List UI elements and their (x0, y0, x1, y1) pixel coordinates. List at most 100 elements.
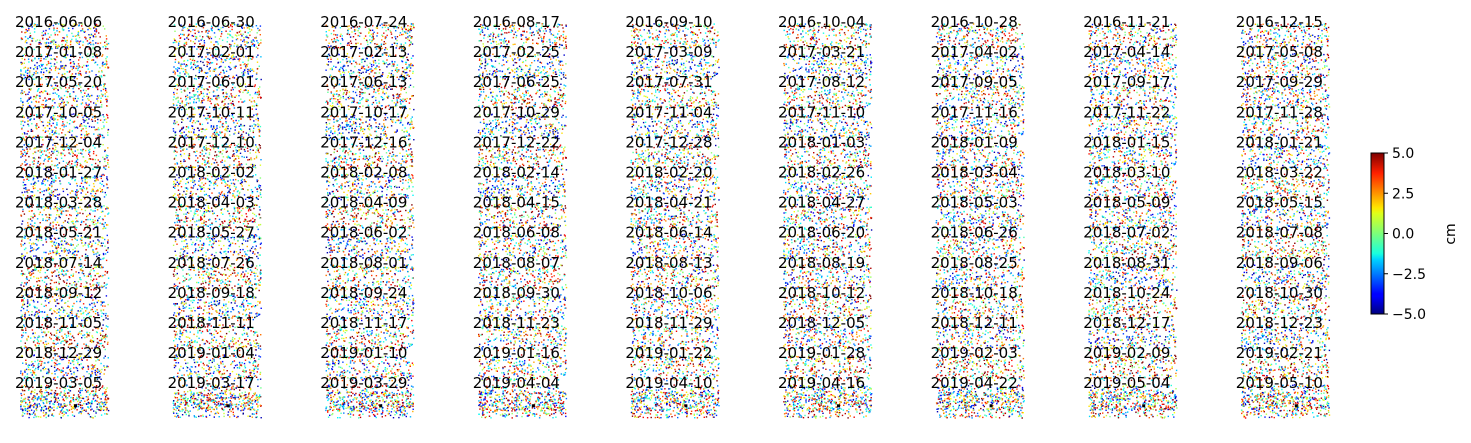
displacement-pixel (956, 31, 957, 32)
displacement-pixel (997, 37, 998, 38)
displacement-pixel (1117, 32, 1118, 33)
displacement-pixel (43, 35, 44, 36)
displacement-pixel (1103, 38, 1104, 39)
displacement-pixel (1324, 23, 1325, 24)
displacement-pixel (863, 40, 864, 41)
displacement-pixel (940, 41, 941, 42)
displacement-pixel (1270, 33, 1271, 34)
displacement-pixel (672, 34, 673, 35)
displacement-pixel (1158, 38, 1159, 39)
displacement-pixel (1171, 31, 1172, 32)
displacement-pixel (180, 34, 181, 35)
displacement-pixel (93, 35, 94, 36)
displacement-pixel (715, 46, 716, 47)
displacement-pixel (103, 46, 104, 47)
displacement-pixel (256, 56, 257, 57)
displacement-pixel (355, 39, 356, 40)
displacement-pixel (811, 37, 812, 38)
displacement-pixel (50, 63, 51, 64)
displacement-pixel (1290, 36, 1291, 37)
displacement-pixel (21, 38, 22, 39)
displacement-pixel (201, 31, 202, 32)
displacement-pixel (565, 36, 566, 37)
displacement-pixel (75, 36, 76, 37)
displacement-pixel (698, 37, 699, 38)
displacement-pixel (797, 34, 798, 35)
displacement-pixel (20, 70, 21, 71)
displacement-pixel (499, 39, 500, 40)
displacement-pixel (100, 36, 101, 37)
displacement-pixel (209, 36, 210, 37)
displacement-pixel (24, 32, 25, 33)
displacement-pixel (227, 37, 228, 38)
displacement-pixel (812, 38, 813, 39)
displacement-pixel (543, 37, 544, 38)
displacement-pixel (1089, 38, 1090, 39)
displacement-pixel (190, 31, 191, 32)
displacement-pixel (61, 67, 62, 68)
displacement-pixel (1157, 31, 1158, 32)
displacement-pixel (60, 61, 61, 62)
displacement-pixel (327, 36, 328, 37)
displacement-pixel (48, 61, 49, 62)
displacement-pixel (103, 26, 104, 27)
displacement-pixel (1000, 40, 1001, 41)
displacement-pixel (225, 67, 226, 68)
displacement-pixel (562, 45, 563, 46)
displacement-pixel (258, 45, 259, 46)
displacement-pixel (510, 32, 511, 33)
displacement-pixel (387, 35, 388, 36)
displacement-pixel (717, 40, 718, 41)
displacement-pixel (1131, 33, 1132, 34)
displacement-pixel (866, 35, 867, 36)
displacement-pixel (71, 39, 72, 40)
displacement-pixel (249, 31, 250, 32)
displacement-pixel (513, 34, 514, 35)
displacement-pixel (65, 65, 66, 66)
displacement-pixel (62, 65, 63, 66)
displacement-pixel (1013, 39, 1014, 40)
displacement-pixel (532, 39, 533, 40)
displacement-pixel (859, 37, 860, 38)
displacement-pixel (980, 34, 981, 35)
panel-date-label: 2016-09-10 (625, 13, 712, 31)
displacement-pixel (785, 35, 786, 36)
displacement-pixel (870, 29, 871, 30)
displacement-pixel (1267, 39, 1268, 40)
displacement-pixel (50, 34, 51, 35)
displacement-pixel (1117, 38, 1118, 39)
displacement-pixel (260, 39, 261, 40)
displacement-pixel (866, 46, 867, 47)
displacement-pixel (644, 39, 645, 40)
displacement-pixel (72, 36, 73, 37)
displacement-pixel (411, 38, 412, 39)
displacement-pixel (814, 34, 815, 35)
displacement-pixel (35, 67, 36, 68)
displacement-pixel (561, 24, 562, 25)
displacement-pixel (230, 35, 231, 36)
displacement-pixel (1113, 37, 1114, 38)
displacement-pixel (700, 32, 701, 33)
displacement-pixel (79, 37, 80, 38)
displacement-pixel (1169, 38, 1170, 39)
displacement-pixel (340, 36, 341, 37)
displacement-pixel (350, 41, 351, 42)
displacement-pixel (1175, 37, 1176, 38)
displacement-pixel (1172, 30, 1173, 31)
displacement-pixel (331, 33, 332, 34)
displacement-pixel (657, 35, 658, 36)
displacement-pixel (1176, 39, 1177, 40)
displacement-pixel (551, 33, 552, 34)
displacement-pixel (349, 34, 350, 35)
displacement-pixel (381, 39, 382, 40)
displacement-pixel (1130, 35, 1131, 36)
displacement-pixel (37, 66, 38, 67)
displacement-pixel (401, 34, 402, 35)
displacement-pixel (858, 32, 859, 33)
displacement-pixel (222, 40, 223, 41)
displacement-pixel (972, 38, 973, 39)
displacement-pixel (549, 31, 550, 32)
displacement-pixel (1295, 38, 1296, 39)
displacement-pixel (411, 23, 412, 24)
displacement-pixel (28, 68, 29, 69)
